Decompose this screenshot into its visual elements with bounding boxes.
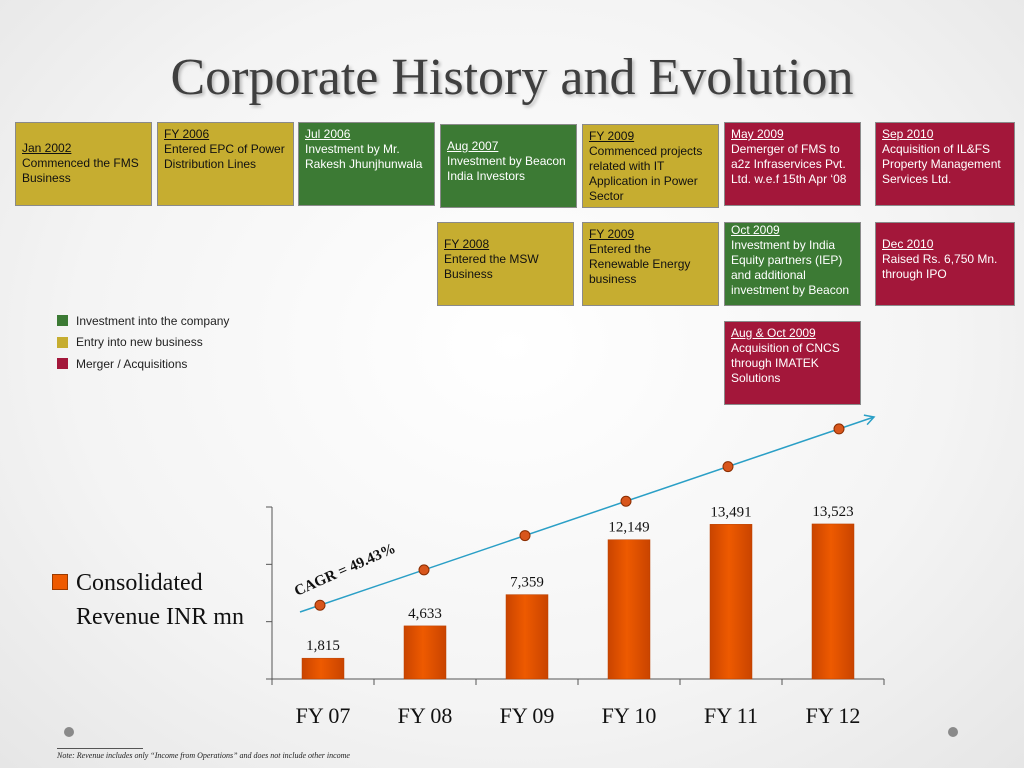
milestone-box: Dec 2010 Raised Rs. 6,750 Mn. through IPO [875,222,1015,306]
data-label: 4,633 [408,606,442,622]
milestone-box: FY 2008 Entered the MSW Business [437,222,574,306]
milestone-text: Investment by Beacon India Investors [447,154,566,183]
category-legend: Investment into the company Entry into n… [57,310,229,375]
data-label: 1,815 [306,638,340,654]
milestone-text: Acquisition of IL&FS Property Management… [882,142,1001,186]
legend-swatch-entry [57,336,68,348]
milestone-text: Raised Rs. 6,750 Mn. through IPO [882,252,998,281]
slide-corner-dot-right [948,727,958,737]
trend-marker [620,495,632,507]
bar-fy-10 [607,539,651,680]
milestone-text: Entered the Renewable Energy business [589,242,691,286]
slide-corner-dot-left [64,727,74,737]
data-label: 13,523 [812,504,853,520]
x-tick-label: FY 09 [500,703,555,728]
data-label: 12,149 [608,520,649,536]
milestone-date: FY 2009 [589,227,635,241]
milestone-text: Entered the MSW Business [444,252,539,281]
milestone-text: Investment by India Equity partners (IEP… [731,238,850,297]
milestone-text: Acquisition of CNCS through IMATEK Solut… [731,341,840,385]
legend-label: Entry into new business [76,335,203,350]
milestone-box: Aug 2007 Investment by Beacon India Inves… [440,124,577,208]
milestone-box: Aug & Oct 2009 Acquisition of CNCS throug… [724,321,861,405]
milestone-date: Sep 2010 [882,127,934,141]
bar-fy-09 [505,594,549,680]
legend-item-entry: Entry into new business [57,332,229,354]
milestone-box: FY 2006 Entered EPC of Power Distribution… [157,122,294,206]
bar-fy-08 [403,625,447,680]
x-tick-label: FY 08 [398,703,453,728]
x-tick-label: FY 12 [806,703,861,728]
series-legend: Consolidated Revenue INR mn [52,566,246,634]
milestone-box: Sep 2010 Acquisition of IL&FS Property Ma… [875,122,1015,206]
milestone-date: FY 2006 [164,127,210,141]
milestone-text: Entered EPC of Power Distribution Lines [164,142,285,171]
milestone-date: Aug & Oct 2009 [731,326,816,340]
cagr-trend-arrow [299,414,876,613]
legend-swatch-merger [57,358,68,370]
trend-marker [519,530,531,542]
legend-label: Merger / Acquisitions [76,356,188,371]
footnote: Note: Revenue includes only “Income from… [57,751,350,760]
milestone-date: FY 2009 [589,129,635,143]
slide-title: Corporate History and Evolution [170,49,854,106]
legend-label: Investment into the company [76,313,230,328]
milestone-date: Jul 2006 [305,127,351,141]
series-legend-label: Consolidated Revenue INR mn [76,570,244,630]
x-tick-label: FY 07 [296,703,351,728]
milestone-box: Jan 2002 Commenced the FMS Business [15,122,152,206]
note-divider [57,748,143,749]
milestone-box: May 2009 Demerger of FMS to a2z Infraserv… [724,122,861,206]
data-label: 13,491 [710,504,751,520]
legend-swatch-investment [57,315,68,327]
milestone-date: Dec 2010 [882,237,934,251]
bar-fy-11 [709,524,753,680]
milestone-date: FY 2008 [444,237,490,251]
x-tick-label: FY 11 [704,703,758,728]
milestone-text: Investment by Mr. Rakesh Jhunjhunwala [305,142,423,171]
trend-marker [418,564,430,576]
cagr-annotation: CAGR = 49.43% [292,541,398,600]
milestone-text: Commenced the FMS Business [22,156,139,185]
bar-fy-07 [301,657,345,680]
milestone-text: Demerger of FMS to a2z Infraservices Pvt… [731,142,847,186]
series-legend-swatch [52,574,68,590]
milestone-box: Jul 2006 Investment by Mr. Rakesh Jhunjhu… [298,122,435,206]
milestone-date: May 2009 [731,127,784,141]
milestone-box: FY 2009 Commenced projects related with I… [582,124,719,208]
bar-fy-12 [811,523,855,680]
legend-item-merger: Merger / Acquisitions [57,353,229,375]
trend-marker [722,461,734,473]
trend-marker [314,599,326,611]
milestone-date: Aug 2007 [447,139,499,153]
milestone-box: Oct 2009 Investment by India Equity partn… [724,222,861,306]
milestone-text: Commenced projects related with IT Appli… [589,144,703,203]
trend-marker [833,423,845,435]
milestone-date: Oct 2009 [731,223,780,237]
legend-item-investment: Investment into the company [57,310,229,332]
milestone-date: Jan 2002 [22,141,72,155]
data-label: 7,359 [510,575,544,591]
x-tick-label: FY 10 [602,703,657,728]
milestone-box: FY 2009 Entered the Renewable Energy busi… [582,222,719,306]
